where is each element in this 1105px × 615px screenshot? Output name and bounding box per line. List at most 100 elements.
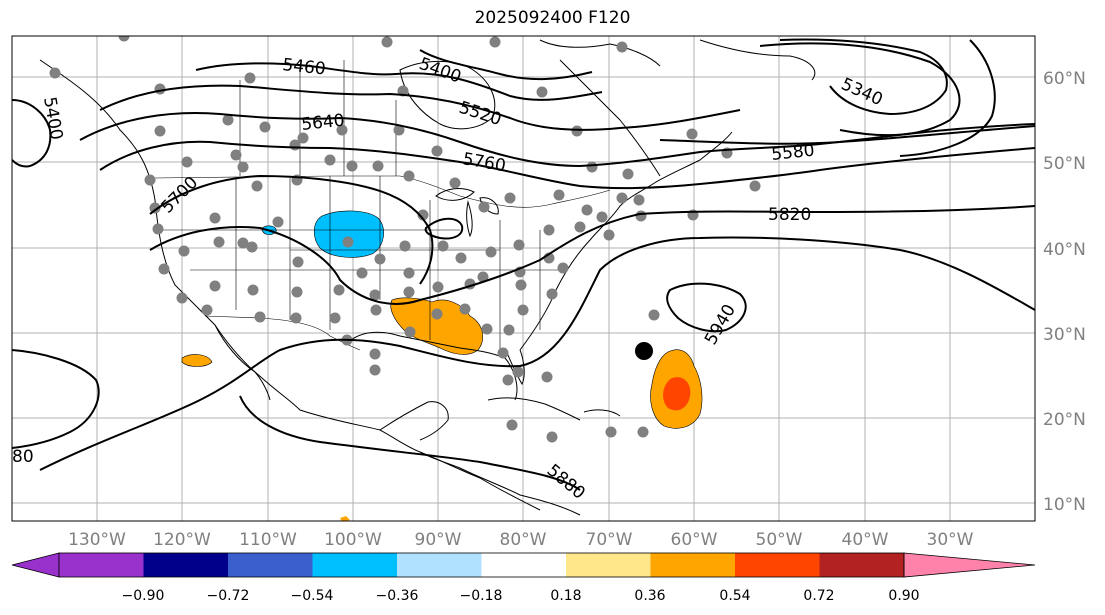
station-dot [478,201,490,213]
map-frame [11,35,1036,522]
station-dot [176,292,188,304]
colorbar-segment [819,553,904,577]
lat-label-20n: 20°N [1043,410,1086,430]
anomaly-blue-region [313,210,384,258]
station-dot [502,374,514,386]
contour-ridge-north-2 [759,42,961,137]
station-dot [404,326,416,338]
colorbar-tick-1: −0.72 [207,588,250,604]
station-dot [497,347,509,359]
station-dot [149,202,161,214]
station-dot [403,286,415,298]
station-dot [648,309,660,321]
lon-label-90w: 90°W [415,530,462,550]
colorbar-segment [481,553,566,577]
station-dot [152,223,164,235]
station-dot [437,240,449,252]
station-dot [247,284,259,296]
station-dot [158,263,170,275]
station-dot [633,194,645,206]
contour-label-5640: 5640 [300,111,345,135]
lon-label-130w: 130°W [68,530,126,550]
colorbar-tick-9: 0.90 [888,588,919,604]
station-dot [574,221,586,233]
station-dot [417,209,429,221]
colorbar-tick-labels: −0.90 −0.72 −0.54 −0.36 −0.18 0.18 0.36 … [122,588,920,604]
anomaly-red-atlantic [663,377,691,411]
station-dot [333,284,345,296]
contour-5700 [149,174,434,285]
station-dot [581,204,593,216]
colorbar-extend-low [11,552,60,578]
station-dot [369,289,381,301]
station-dot [290,312,302,324]
contour-ridge-north [779,38,948,116]
station-dot [515,279,527,291]
station-dot [512,366,524,378]
station-dot [622,168,634,180]
lon-label-70w: 70°W [586,530,633,550]
station-dot [244,72,256,84]
station-dot [403,170,415,182]
colorbar-segment [228,553,313,577]
station-dot [230,149,242,161]
station-dot [259,121,271,133]
station-dot [546,288,558,300]
station-dot [246,241,258,253]
station-dot [513,239,525,251]
longitude-labels: 130°W 120°W 110°W 100°W 90°W 80°W 70°W 6… [68,530,974,550]
station-dot [596,211,608,223]
lon-label-110w: 110°W [239,530,297,550]
station-dot [372,160,384,172]
map-title: 2025092400 F120 [474,8,631,28]
arctic-islands [539,39,661,67]
colorbar-tick-5: 0.18 [550,588,581,604]
station-dot [272,216,284,228]
station-dot [329,312,341,324]
station-dot [213,236,225,248]
station-dot [209,280,221,292]
station-dot [403,267,415,279]
lon-label-100w: 100°W [324,530,382,550]
colorbar-tick-6: 0.36 [634,588,665,604]
station-dot [393,124,405,136]
colorbar-segment [312,553,397,577]
station-dot [432,281,444,293]
station-dot [237,161,249,173]
contour-label-5580: 5580 [770,141,815,165]
anomaly-orange-gulf [390,297,483,355]
station-dot [370,304,382,316]
colorbar-segment [59,553,144,577]
contour-label-5460: 5460 [281,55,326,79]
yucatan [379,401,449,441]
colorbar-extend-high [903,552,1036,578]
lat-label-40n: 40°N [1043,240,1086,260]
political-borders [154,60,611,351]
station-dot [374,253,386,265]
canada-province-lines [239,60,397,176]
central-america [419,451,541,511]
colorbar-segment [735,553,820,577]
contour-label-80: 80 [12,447,34,467]
hispaniola [583,409,621,417]
station-dot [459,303,471,315]
lat-label-30n: 30°N [1043,325,1086,345]
latitude-labels: 60°N 50°N 40°N 30°N 20°N 10°N [1043,69,1086,515]
anomaly-fill-layer [181,210,703,521]
station-dot [254,311,266,323]
colorbar-tick-2: −0.54 [291,588,334,604]
station-dot [489,36,501,48]
station-dot [346,160,358,172]
station-dot [455,252,467,264]
colorbar-tick-3: −0.36 [376,588,419,604]
great-lakes-michigan [466,200,473,238]
station-dot [637,426,649,438]
lon-label-60w: 60°W [671,530,718,550]
colorbar-segment [143,553,228,577]
contour-label-5820: 5820 [768,205,811,225]
storm-center-marker [635,342,653,360]
station-dot [616,41,628,53]
contour-5820 [149,205,1035,305]
lat-label-60n: 60°N [1043,69,1086,89]
colorbar-tick-7: 0.54 [719,588,750,604]
